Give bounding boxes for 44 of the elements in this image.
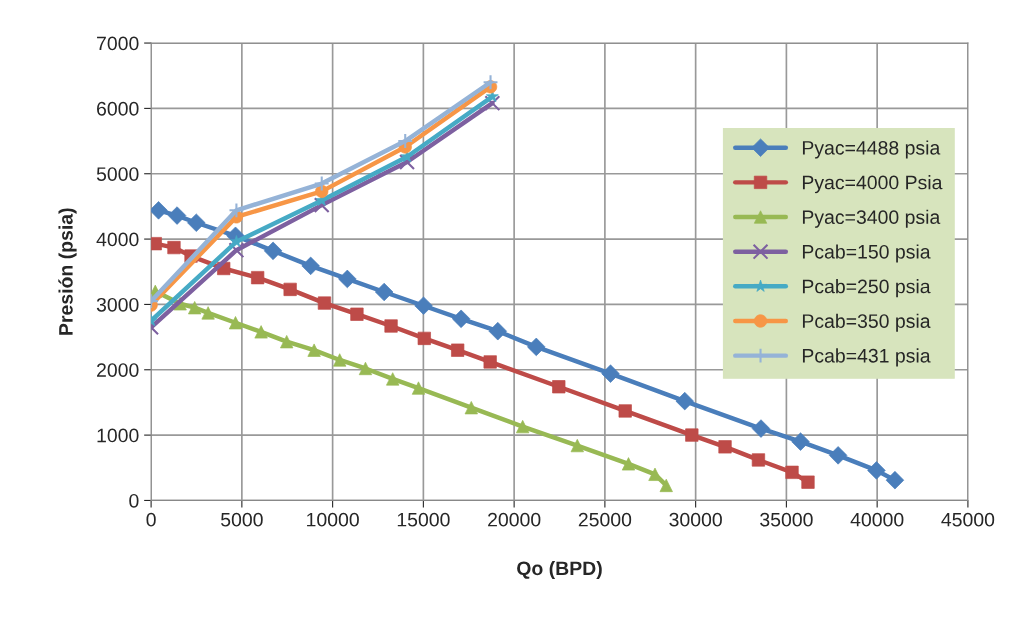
point [751, 419, 771, 438]
legend-label: Pcab=250 psia [802, 279, 931, 298]
y-tick-label: 7000 [97, 36, 139, 51]
point [313, 197, 330, 214]
point [313, 175, 330, 192]
point [399, 153, 416, 170]
legend-label: Pcab=431 psia [802, 348, 931, 367]
x-tick-label: 15000 [397, 512, 450, 527]
x-tick-label: 40000 [850, 512, 904, 527]
legend-label: Pyac=3400 psia [802, 209, 941, 228]
x-axis-title: Qo (BPD) [517, 560, 602, 580]
legend-label: Pyac=4000 Psia [802, 175, 943, 194]
point [151, 201, 168, 220]
x-tick-label: 20000 [488, 512, 541, 527]
x-tick-label: 45000 [941, 512, 995, 527]
x-tick-label: 25000 [578, 512, 632, 527]
y-tick-label: 4000 [96, 232, 139, 247]
x-tick-label: 5000 [221, 512, 263, 527]
y-tick-label: 6000 [97, 101, 139, 116]
x-tick-label: 10000 [307, 512, 359, 527]
point [228, 316, 243, 330]
y-axis-title: Presión (psia) [58, 208, 77, 335]
point [228, 202, 245, 219]
y-tick-label: 3000 [96, 297, 139, 312]
x-tick-label: 35000 [760, 512, 813, 527]
x-tick-label: 0 [146, 512, 156, 527]
point [228, 242, 245, 259]
y-tick-label: 2000 [97, 363, 139, 377]
legend-label: Pyac=4488 psia [802, 140, 941, 159]
point [283, 282, 297, 296]
y-tick-label: 1000 [97, 428, 139, 443]
point [482, 74, 499, 91]
y-tick-label: 5000 [96, 167, 139, 181]
point [167, 206, 187, 225]
point [397, 133, 414, 150]
x-tick-label: 30000 [669, 512, 722, 527]
point [374, 282, 394, 302]
legend-label: Pcab=150 psia [802, 244, 931, 263]
legend-label: Pcab=350 psia [802, 313, 931, 332]
point [167, 240, 181, 255]
point [601, 364, 620, 383]
y-tick-label: 0 [129, 493, 139, 508]
point [484, 95, 501, 112]
point [828, 446, 848, 465]
